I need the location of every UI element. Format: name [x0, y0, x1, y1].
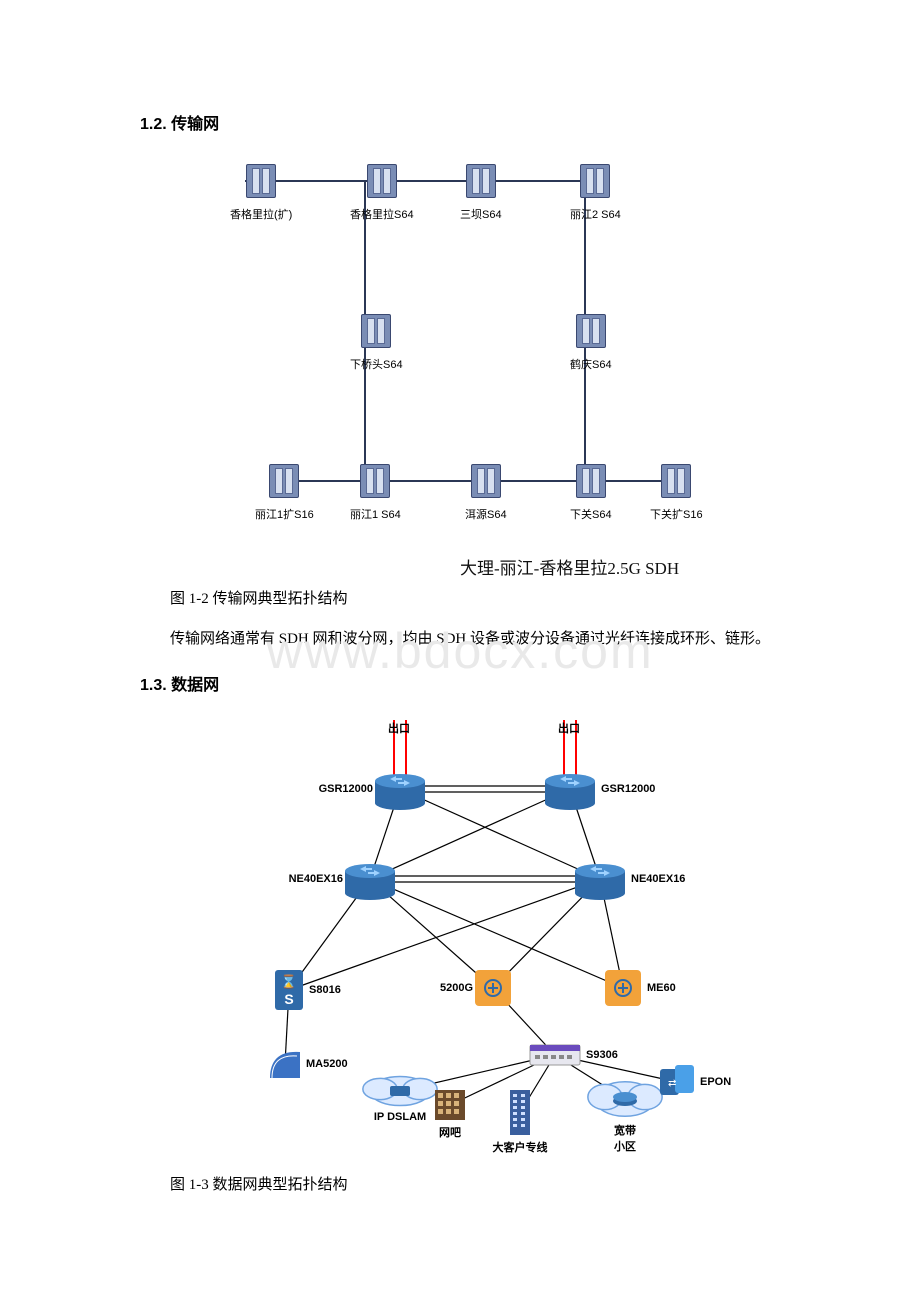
- sdh-node-heqing: 鹤庆S64: [570, 314, 612, 372]
- node-5200g: [475, 970, 511, 1006]
- node-label-me60: ME60: [647, 982, 676, 994]
- node-label-ma5200: MA5200: [306, 1058, 348, 1070]
- uplink-label: 出口: [558, 720, 580, 736]
- node-label-s9306: S9306: [586, 1049, 618, 1061]
- svg-text:S: S: [284, 991, 293, 1007]
- sdh-label: 香格里拉S64: [350, 206, 414, 222]
- sdh-node-xqt: 下桥头S64: [350, 314, 403, 372]
- uplink-label: 出口: [388, 720, 410, 736]
- svg-text:⇄: ⇄: [668, 1078, 676, 1089]
- figure-1-2-transport-topology: 香格里拉(扩) 香格里拉S64 三坝S64 丽江2 S64 下桥头S64 鹤庆S64 丽江1…: [200, 154, 720, 569]
- sdh-label: 三坝S64: [460, 206, 502, 222]
- svg-text:⌛: ⌛: [281, 974, 297, 989]
- node-label-ne_l: NE40EX16: [283, 873, 343, 885]
- node-gsr_r: [545, 774, 595, 810]
- node-label-dslam: IP DSLAM: [356, 1111, 444, 1123]
- fig2-svg: ⌛S⇄: [200, 715, 720, 1155]
- sdh-label: 鹤庆S64: [570, 356, 612, 372]
- node-gsr_l: [375, 774, 425, 810]
- sdh-rack-icon: [661, 464, 691, 498]
- sdh-rack-icon: [360, 464, 390, 498]
- node-ne_l: [345, 864, 395, 900]
- sdh-rack-icon: [269, 464, 299, 498]
- sdh-label: 下关扩S16: [650, 506, 703, 522]
- node-s8016: ⌛S: [275, 970, 303, 1010]
- sdh-rack-icon: [361, 314, 391, 348]
- node-s9306: [530, 1045, 580, 1065]
- node-epon: ⇄: [660, 1065, 694, 1095]
- sdh-rack-icon: [367, 164, 397, 198]
- node-dslam: [363, 1076, 437, 1105]
- caption-1-2: 图 1-2 传输网典型拓扑结构: [170, 587, 780, 608]
- sdh-rack-icon: [580, 164, 610, 198]
- sdh-rack-icon: [466, 164, 496, 198]
- node-label-gsr_r: GSR12000: [601, 783, 655, 795]
- heading-1-2: 1.2. 传输网: [140, 110, 780, 134]
- page: 1.2. 传输网 香格里拉(扩) 香格里拉S64 三坝S64 丽江2 S64 下桥头S6…: [0, 0, 920, 1272]
- node-label-epon: EPON: [700, 1076, 731, 1088]
- sdh-node-xg_ext: 下关扩S16: [650, 464, 703, 522]
- node-label-dkh: 大客户专线: [493, 1139, 548, 1155]
- sdh-label: 香格里拉(扩): [230, 206, 292, 222]
- sdh-node-eryuan: 洱源S64: [465, 464, 507, 522]
- sdh-label: 丽江1扩S16: [255, 506, 314, 522]
- caption-1-3: 图 1-3 数据网典型拓扑结构: [170, 1173, 780, 1194]
- sdh-node-lj1: 丽江1 S64: [350, 464, 401, 522]
- body-1-2-text: 传输网络通常有 SDH 网和波分网，均由 SDH 设备或波分设备通过光纤连接成环…: [170, 631, 770, 647]
- sdh-rack-icon: [246, 164, 276, 198]
- sdh-node-xiaguan: 下关S64: [570, 464, 612, 522]
- node-label-gsr_l: GSR12000: [313, 783, 373, 795]
- sdh-rack-icon: [576, 314, 606, 348]
- node-ma5200: [270, 1052, 300, 1078]
- sdh-node-sanba: 三坝S64: [460, 164, 502, 222]
- sdh-label: 丽江1 S64: [350, 506, 401, 522]
- body-1-2-p1: 传输网络通常有 SDH 网和波分网，均由 SDH 设备或波分设备通过光纤连接成环…: [140, 626, 780, 653]
- node-label-ne_r: NE40EX16: [631, 873, 685, 885]
- sdh-node-xgl_s64: 香格里拉S64: [350, 164, 414, 222]
- heading-1-3: 1.3. 数据网: [140, 671, 780, 695]
- node-dkh: [510, 1090, 530, 1135]
- sdh-node-lj2: 丽江2 S64: [570, 164, 621, 222]
- sdh-rack-icon: [471, 464, 501, 498]
- sdh-rack-icon: [576, 464, 606, 498]
- node-me60: [605, 970, 641, 1006]
- sdh-label: 下桥头S64: [350, 356, 403, 372]
- node-label-wangba: 网吧: [439, 1124, 461, 1140]
- sdh-label: 洱源S64: [465, 506, 507, 522]
- node-xiaoqu: [588, 1082, 662, 1117]
- node-label-5200g: 5200G: [434, 982, 473, 994]
- sdh-node-lj1e: 丽江1扩S16: [255, 464, 314, 522]
- node-label-s8016: S8016: [309, 984, 341, 996]
- figure-1-3-data-topology: ⌛S⇄ 出口出口GSR12000GSR12000NE40EX16NE40EX16…: [200, 715, 720, 1155]
- node-label-xiaoqu: 宽带 小区: [598, 1122, 653, 1154]
- sdh-label: 下关S64: [570, 506, 612, 522]
- node-ne_r: [575, 864, 625, 900]
- sdh-node-xgl_ext: 香格里拉(扩): [230, 164, 292, 222]
- sdh-label: 丽江2 S64: [570, 206, 621, 222]
- fig1-title: 大理-丽江-香格里拉2.5G SDH: [460, 554, 679, 579]
